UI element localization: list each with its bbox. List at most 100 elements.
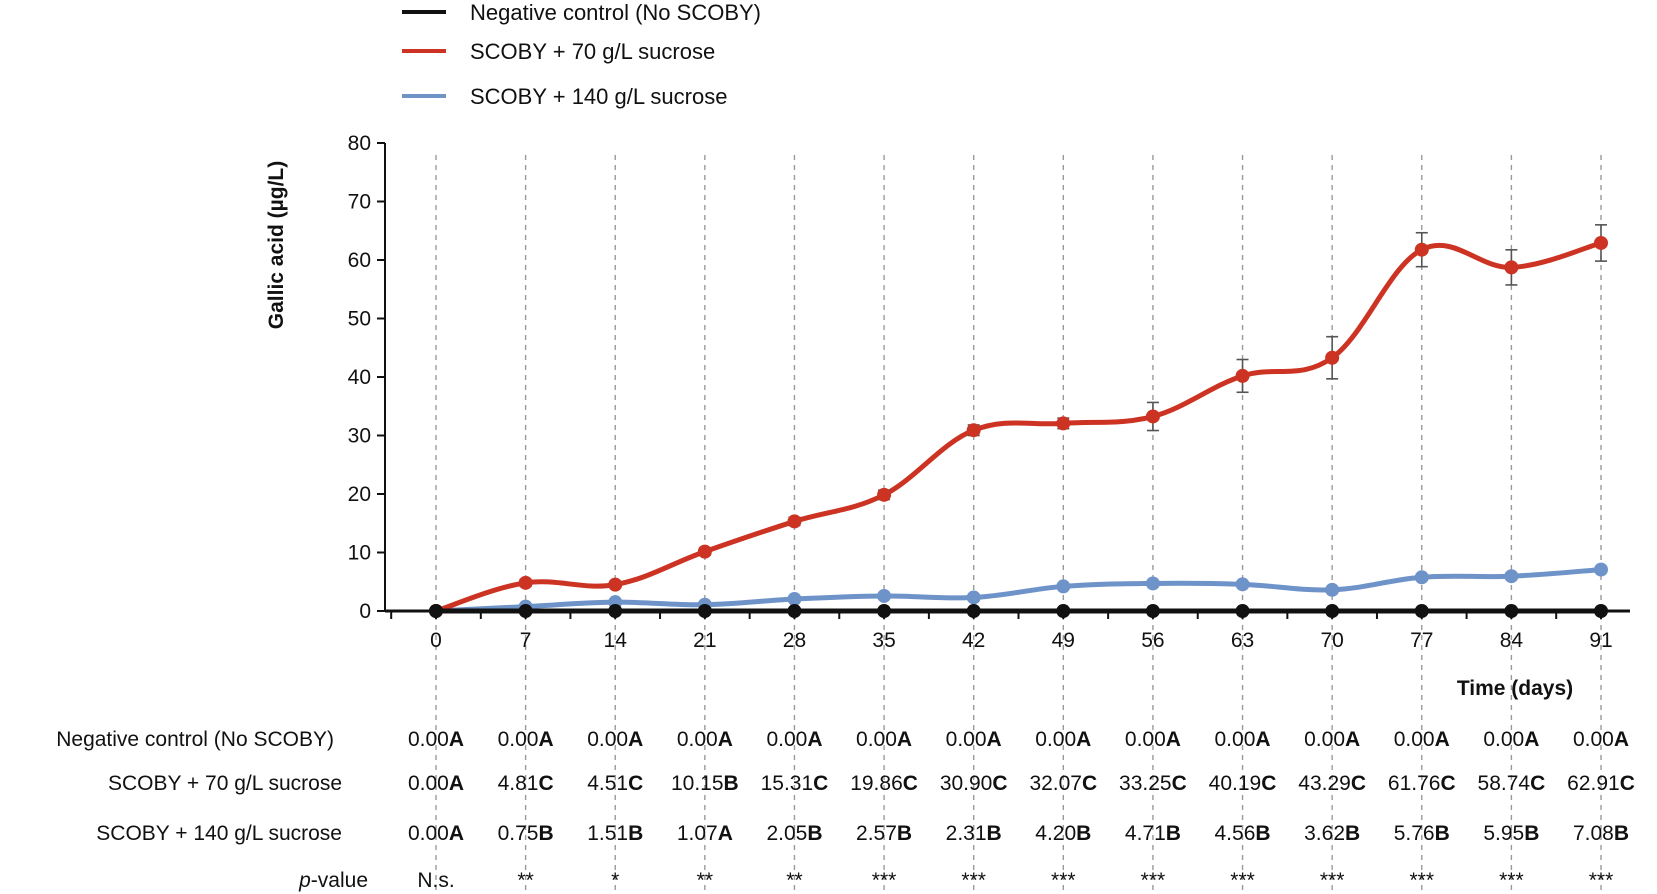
table-cell-letter: B [1255, 822, 1270, 845]
table-cell-scoby-70: 30.90C [940, 772, 1008, 795]
series-line-scoby-70 [435, 240, 1602, 614]
table-cell-letter: C [1082, 772, 1097, 795]
table-cell-negative-control: 0.00A [1304, 728, 1360, 751]
legend-label-negative-control: Negative control (No SCOBY) [470, 0, 761, 25]
table-cell-scoby-70: 19.86C [850, 772, 918, 795]
y-tick-label-30: 30 [348, 425, 371, 448]
table-cell-value: 4.51 [587, 772, 628, 795]
table-cell-scoby-70: 40.19C [1209, 772, 1277, 795]
table-cell-letter: B [897, 822, 912, 845]
table-cell-p-value: ** [786, 869, 802, 892]
point-scoby-70-21 [697, 544, 712, 559]
table-cell-letter: A [807, 728, 822, 751]
table-cell-value: 33.25 [1119, 772, 1172, 795]
table-cell-value: 0.75 [498, 822, 539, 845]
table-cell-value: 1.07 [677, 822, 718, 845]
table-cell-value: 4.81 [498, 772, 539, 795]
y-tick-label-20: 20 [348, 483, 371, 506]
row-label-p-value: p-value [298, 869, 368, 892]
table-cell-letter: A [538, 728, 553, 751]
table-cell-value: 0.00 [856, 728, 897, 751]
point-negative-control-84 [1504, 604, 1519, 618]
table-cell-scoby-140: 0.75B [498, 822, 554, 845]
point-scoby-70-56 [1145, 409, 1160, 424]
table-cell-letter: C [1261, 772, 1276, 795]
x-tick-label-14: 14 [604, 629, 628, 652]
table-cell-value: 10.15 [671, 772, 724, 795]
table-cell-letter: B [724, 772, 739, 795]
table-cell-value: 0.00 [587, 728, 628, 751]
point-scoby-70-49 [1056, 416, 1071, 431]
table-cell-scoby-140: 7.08B [1573, 822, 1629, 845]
series-line-scoby-140 [435, 567, 1602, 614]
table-cell-letter: B [1076, 822, 1091, 845]
table-row-labels: Negative control (No SCOBY) SCOBY + 70 g… [56, 728, 368, 892]
table-cell-p-value: ** [697, 869, 713, 892]
y-tick-label-0: 0 [359, 600, 371, 623]
table-cell-value: 0.00 [1215, 728, 1256, 751]
table-cell-p-value: *** [872, 869, 897, 892]
x-tick-label-77: 77 [1410, 629, 1433, 652]
table-cell-value: 0.00 [1125, 728, 1166, 751]
point-scoby-70-77 [1414, 242, 1429, 257]
table-cell-letter: A [1435, 728, 1450, 751]
point-scoby-70-70 [1325, 350, 1340, 365]
table-cell-letter: C [1172, 772, 1187, 795]
point-negative-control-7 [518, 604, 533, 618]
row-label-scoby-140: SCOBY + 140 g/L sucrose [96, 822, 342, 845]
table-cell-letter: B [1435, 822, 1450, 845]
table-cell-scoby-140: 2.05B [766, 822, 822, 845]
table-cell-value: 4.71 [1125, 822, 1166, 845]
point-negative-control-63 [1235, 604, 1250, 618]
point-scoby-140-91 [1594, 562, 1608, 577]
table-cell-p-value: *** [1230, 869, 1255, 892]
table-cell-negative-control: 0.00A [1573, 728, 1629, 751]
point-scoby-140-35 [877, 588, 892, 603]
table-cell-p-value: *** [961, 869, 986, 892]
table-cell-negative-control: 0.00A [1215, 728, 1271, 751]
table-cell-scoby-70: 0.00A [408, 772, 464, 795]
table-cell-scoby-140: 2.57B [856, 822, 912, 845]
x-tick-label-84: 84 [1500, 629, 1524, 652]
table-cell-scoby-70: 43.29C [1298, 772, 1366, 795]
y-axis-label: Gallic acid (µg/L) [265, 161, 288, 329]
series-negative-control [429, 604, 1608, 618]
point-scoby-70-42 [966, 423, 981, 438]
table-cell-value: 4.20 [1035, 822, 1076, 845]
table-cell-scoby-140: 4.20B [1035, 822, 1091, 845]
table-cell-negative-control: 0.00A [1035, 728, 1091, 751]
table-cell-value: 62.91 [1567, 772, 1620, 795]
point-scoby-70-84 [1504, 260, 1519, 275]
table-cell-scoby-70: 61.76C [1388, 772, 1456, 795]
legend-label-scoby-140: SCOBY + 140 g/L sucrose [470, 84, 727, 109]
table-cell-letter: A [628, 728, 643, 751]
table-cell-value: 43.29 [1298, 772, 1351, 795]
row-label-negative-control: Negative control (No SCOBY) [56, 728, 334, 751]
table-cell-value: 0.00 [1035, 728, 1076, 751]
table-cell-negative-control: 0.00A [856, 728, 912, 751]
table-cell-value: 0.00 [408, 728, 449, 751]
table-cell-value: 0.00 [1573, 728, 1614, 751]
table-cell-value: 61.76 [1388, 772, 1441, 795]
table-cell-value: 0.00 [498, 728, 539, 751]
table-cell-value: 15.31 [761, 772, 814, 795]
table-cell-value: 0.00 [766, 728, 807, 751]
table-cell-value: 0.00 [408, 822, 449, 845]
x-tick-label-91: 91 [1589, 629, 1612, 652]
p-value-rest: -value [311, 869, 368, 892]
table-cell-value: 2.05 [766, 822, 807, 845]
table-cell-negative-control: 0.00A [766, 728, 822, 751]
table-cell-value: 58.74 [1478, 772, 1531, 795]
table-cell-scoby-70: 4.51C [587, 772, 643, 795]
table-cell-letter: B [1345, 822, 1360, 845]
axes: 0 10 20 30 40 50 60 70 80 0 7 14 21 28 35 42 49 56 63 70 77 8… [348, 132, 1630, 652]
table-cell-value: 5.76 [1394, 822, 1435, 845]
table-cell-p-value: *** [1499, 869, 1524, 892]
point-scoby-140-77 [1414, 570, 1429, 585]
table-cell-letter: A [1614, 728, 1629, 751]
point-negative-control-28 [787, 604, 802, 618]
legend: Negative control (No SCOBY) SCOBY + 70 g… [402, 0, 761, 109]
table-cell-value: 0.00 [1304, 728, 1345, 751]
table-cell-letter: A [718, 728, 733, 751]
